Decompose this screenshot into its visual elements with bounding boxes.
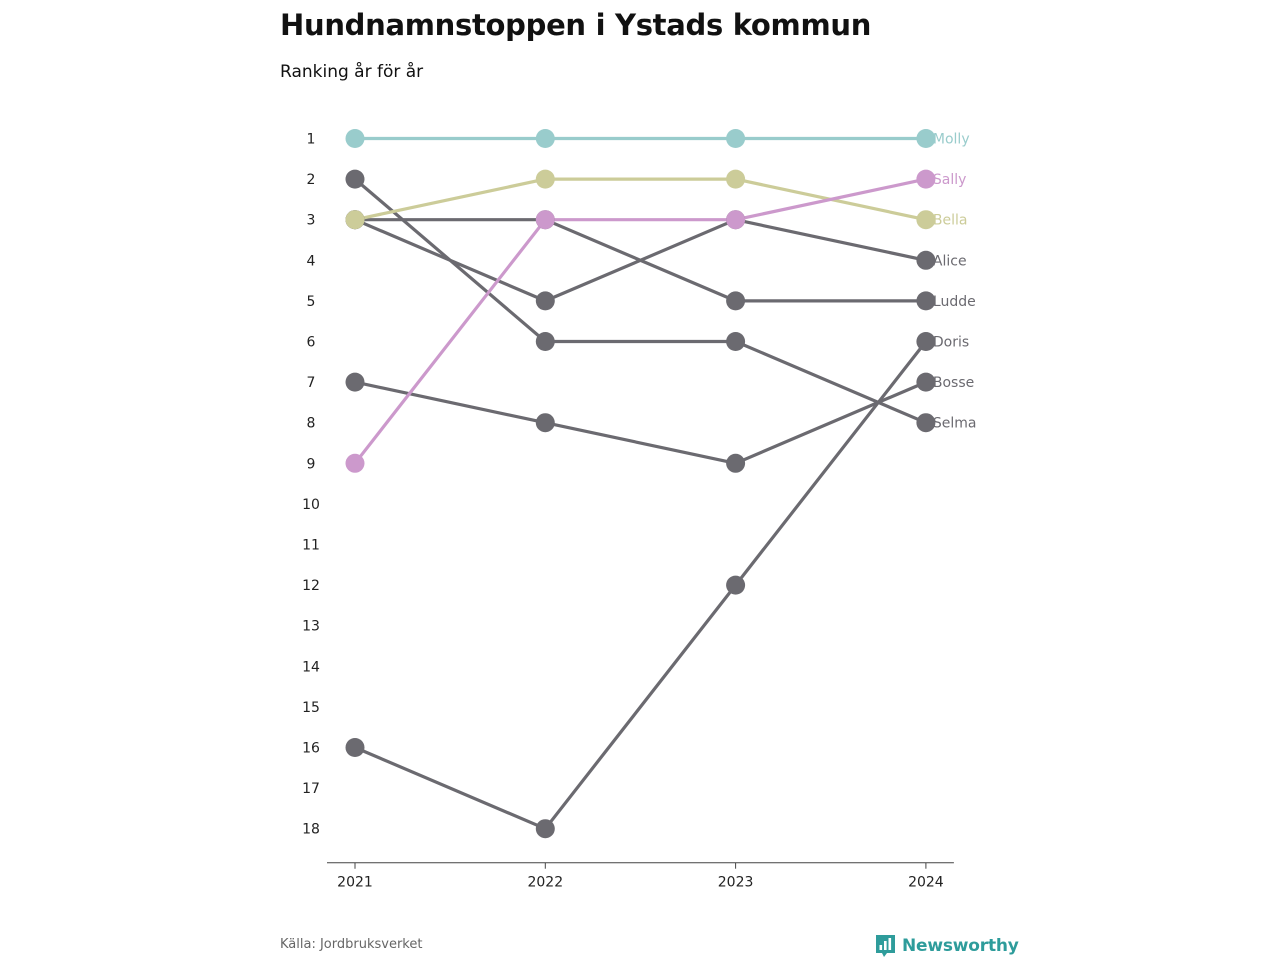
y-tick-label: 10	[302, 497, 320, 513]
series-line-alice	[353, 218, 928, 303]
data-point-doris	[345, 738, 365, 757]
data-point-bosse	[916, 372, 936, 392]
y-tick-label: 2	[307, 172, 316, 188]
source-note: Källa: Jordbruksverket	[280, 937, 423, 952]
y-tick-label: 12	[302, 578, 320, 594]
data-point-ludde	[726, 291, 746, 311]
y-tick-label: 8	[307, 416, 316, 432]
y-tick-label: 18	[302, 822, 320, 838]
data-point-bella	[726, 169, 746, 189]
data-point-sally	[535, 210, 555, 230]
y-tick-label: 16	[302, 741, 320, 757]
y-tick-label: 11	[302, 538, 320, 554]
data-point-alice	[535, 291, 555, 311]
chart-title: Hundnamnstoppen i Ystads kommun	[280, 8, 872, 42]
series-line-sally	[353, 177, 928, 465]
data-point-sally	[345, 453, 365, 473]
series-label-alice: Alice	[933, 253, 967, 269]
y-tick-label: 5	[307, 294, 316, 310]
y-tick-label: 14	[302, 659, 320, 675]
x-tick-label: 2023	[718, 875, 754, 891]
data-point-ludde	[916, 291, 936, 311]
end-labels: Selma Bosse Doris Ludde Alice Bella Sally Molly	[933, 132, 977, 432]
y-tick-label: 9	[307, 456, 316, 472]
series-label-bella: Bella	[933, 213, 968, 229]
data-point-doris	[535, 819, 555, 839]
series-label-sally: Sally	[933, 172, 967, 188]
data-point-selma	[345, 169, 365, 189]
data-point-sally	[726, 210, 746, 230]
data-point-molly	[535, 129, 555, 148]
series-points	[345, 129, 936, 839]
brand-logo[interactable]: Newsworthy	[875, 934, 1019, 958]
series-label-bosse: Bosse	[933, 375, 974, 391]
data-point-molly	[916, 129, 936, 148]
data-point-molly	[345, 129, 365, 148]
y-tick-label: 1	[307, 132, 316, 148]
y-tick-label: 7	[307, 375, 316, 391]
y-tick-label: 4	[307, 253, 316, 269]
data-point-selma	[726, 332, 746, 351]
data-point-bella	[345, 210, 365, 230]
series-lines	[353, 136, 928, 831]
x-axis: 2021 2022 2023 2024	[327, 862, 954, 891]
brand-name: Newsworthy	[902, 936, 1019, 956]
x-tick-label: 2024	[908, 875, 944, 891]
data-point-alice	[916, 250, 936, 270]
data-point-bella	[535, 169, 555, 189]
y-tick-label: 13	[302, 619, 320, 635]
series-label-doris: Doris	[933, 335, 969, 351]
series-label-ludde: Ludde	[933, 294, 976, 310]
data-point-molly	[726, 129, 746, 148]
data-point-doris	[916, 332, 936, 351]
series-label-molly: Molly	[933, 132, 970, 148]
series-line-doris	[353, 339, 928, 831]
data-point-bosse	[345, 372, 365, 392]
data-point-selma	[916, 413, 936, 433]
series-line-bella	[353, 177, 928, 222]
data-point-doris	[726, 575, 746, 595]
chart-subtitle: Ranking år för år	[280, 62, 424, 82]
x-tick-label: 2021	[337, 875, 373, 891]
y-tick-label: 3	[307, 213, 316, 229]
data-point-selma	[535, 332, 555, 351]
data-point-bosse	[726, 453, 746, 473]
bar-chart-speech-bubble-icon	[876, 935, 895, 957]
data-point-bella	[916, 210, 936, 230]
y-tick-label: 6	[307, 335, 316, 351]
y-tick-label: 17	[302, 781, 320, 797]
data-point-bosse	[535, 413, 555, 433]
data-point-sally	[916, 169, 936, 189]
x-tick-label: 2022	[527, 875, 563, 891]
y-tick-label: 15	[302, 700, 320, 716]
series-label-selma: Selma	[933, 416, 977, 432]
series-line-bosse	[353, 380, 928, 465]
